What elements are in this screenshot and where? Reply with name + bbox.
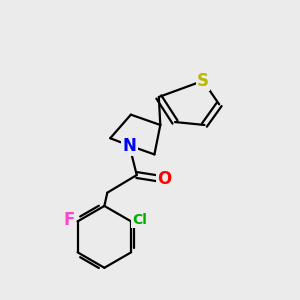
Text: O: O bbox=[158, 170, 172, 188]
Text: N: N bbox=[122, 136, 136, 154]
Text: S: S bbox=[197, 72, 209, 90]
Text: Cl: Cl bbox=[133, 213, 147, 227]
Text: F: F bbox=[64, 211, 75, 229]
